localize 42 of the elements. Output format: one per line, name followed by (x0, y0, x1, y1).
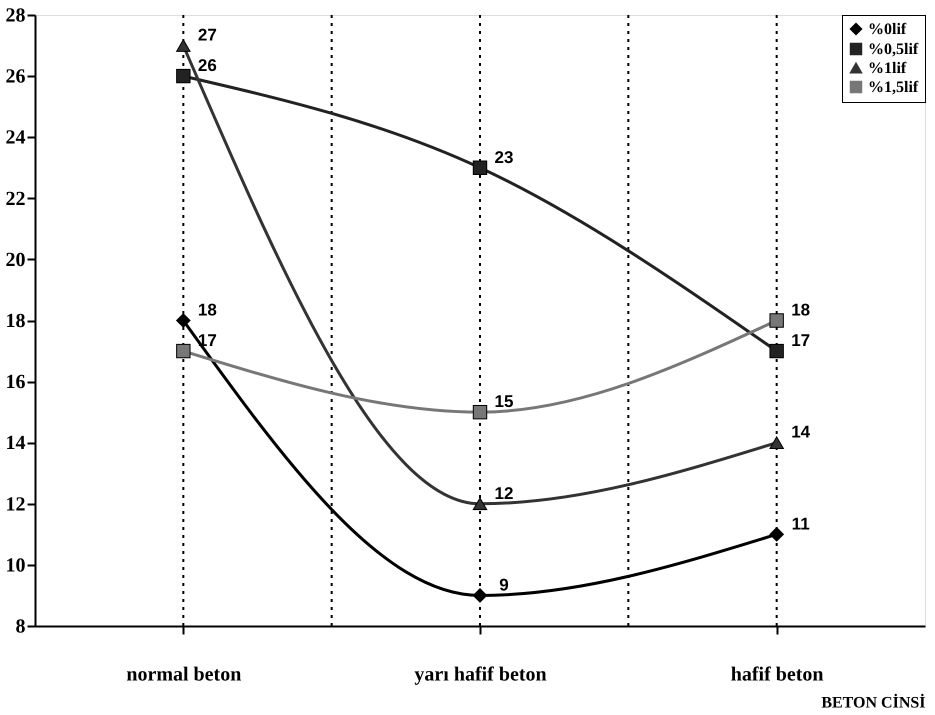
data-label: 9 (499, 575, 509, 594)
y-tick-label: 22 (6, 188, 26, 210)
y-tick-label: 14 (6, 432, 26, 454)
point (769, 527, 784, 542)
legend-label: %0,5lif (868, 41, 919, 58)
point (769, 436, 784, 450)
data-label: 15 (494, 392, 514, 412)
legend-label: %1,5lif (868, 79, 919, 96)
data-label: 23 (494, 148, 514, 167)
data-label: 17 (791, 331, 810, 350)
data-label: 11 (792, 514, 810, 534)
point (176, 68, 191, 84)
point (472, 497, 488, 510)
point (472, 404, 488, 420)
point (769, 344, 784, 358)
data-label: 26 (198, 56, 217, 76)
point (472, 160, 488, 175)
y-tick-label: 24 (6, 126, 26, 149)
y-tick-label: 16 (6, 371, 26, 394)
y-tick-label: 20 (6, 248, 26, 271)
data-label: 18 (198, 300, 217, 320)
y-tick-label: 12 (6, 493, 26, 516)
x-tick-label: normal beton (126, 664, 242, 686)
point (769, 313, 784, 328)
y-tick-label: 26 (6, 66, 26, 88)
y-tick-label: 8 (16, 616, 26, 638)
y-tick-label: 28 (6, 4, 26, 26)
data-label: 18 (791, 300, 810, 320)
x-axis-title: BETON CİNSİ (821, 694, 926, 712)
x-tick-label: yarı hafif beton (414, 664, 547, 686)
point (176, 344, 191, 358)
legend-label: %1lif (868, 60, 907, 77)
point (176, 39, 191, 52)
point (472, 588, 488, 603)
y-tick-label: 10 (6, 554, 26, 576)
y-tick-label: 18 (6, 310, 26, 332)
data-label: 27 (198, 26, 217, 45)
data-label: 14 (791, 422, 811, 442)
x-tick-label: hafif beton (730, 664, 824, 686)
legend-label: %0lif (868, 21, 907, 38)
point (176, 313, 191, 328)
data-label: 12 (494, 484, 514, 503)
